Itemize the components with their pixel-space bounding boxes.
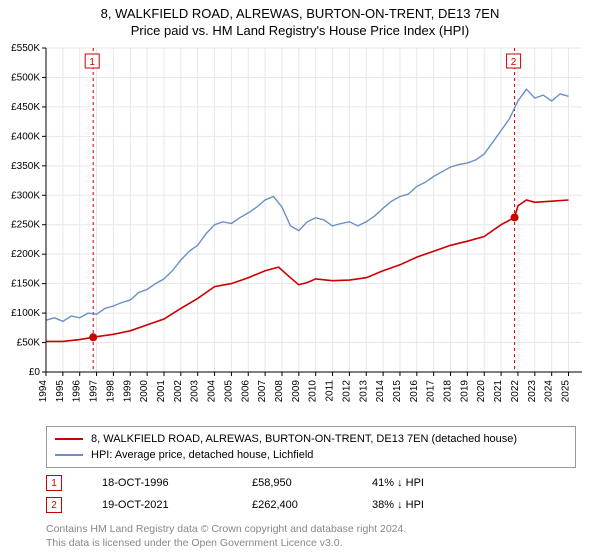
marker-pct: 38% ↓ HPI [372, 499, 424, 511]
legend: 8, WALKFIELD ROAD, ALREWAS, BURTON-ON-TR… [46, 426, 576, 468]
svg-text:1: 1 [89, 57, 95, 68]
svg-text:2000: 2000 [139, 380, 150, 403]
svg-text:2019: 2019 [459, 380, 470, 403]
svg-text:1994: 1994 [38, 380, 49, 403]
svg-text:1996: 1996 [72, 380, 83, 403]
svg-text:2024: 2024 [544, 380, 555, 403]
marker-price: £262,400 [252, 499, 332, 511]
svg-text:2004: 2004 [207, 380, 218, 403]
svg-text:£350K: £350K [11, 161, 40, 172]
svg-text:2008: 2008 [274, 380, 285, 403]
svg-text:2007: 2007 [257, 380, 268, 403]
svg-text:£200K: £200K [11, 249, 40, 260]
svg-text:2017: 2017 [426, 380, 437, 403]
svg-text:2018: 2018 [443, 380, 454, 403]
svg-text:2016: 2016 [409, 380, 420, 403]
svg-text:2021: 2021 [493, 380, 504, 403]
svg-text:£500K: £500K [11, 72, 40, 83]
legend-label: HPI: Average price, detached house, Lich… [91, 449, 313, 461]
svg-text:1997: 1997 [89, 380, 100, 403]
svg-text:£100K: £100K [11, 308, 40, 319]
svg-text:2013: 2013 [358, 380, 369, 403]
legend-label: 8, WALKFIELD ROAD, ALREWAS, BURTON-ON-TR… [91, 433, 517, 445]
chart-area: 1 2 £0 £50K £100K £150K £200K £250K £300K £350K £4… [0, 40, 600, 420]
svg-text:2002: 2002 [173, 380, 184, 403]
footnote: Contains HM Land Registry data © Crown c… [46, 522, 576, 550]
marker-row: 2 19-OCT-2021 £262,400 38% ↓ HPI [46, 494, 576, 516]
legend-item: HPI: Average price, detached house, Lich… [55, 447, 567, 463]
svg-text:£250K: £250K [11, 220, 40, 231]
footnote-line-2: This data is licensed under the Open Gov… [46, 537, 343, 549]
marker-table: 1 18-OCT-1996 £58,950 41% ↓ HPI 2 19-OCT-2021… [46, 472, 576, 516]
svg-text:£150K: £150K [11, 279, 40, 290]
svg-text:2: 2 [511, 57, 517, 68]
svg-text:2011: 2011 [325, 380, 336, 402]
legend-item: 8, WALKFIELD ROAD, ALREWAS, BURTON-ON-TR… [55, 431, 567, 447]
footnote-line-1: Contains HM Land Registry data © Crown c… [46, 523, 406, 535]
svg-text:2014: 2014 [375, 380, 386, 403]
svg-text:£550K: £550K [11, 43, 40, 54]
legend-swatch [55, 438, 83, 440]
svg-text:£0: £0 [29, 367, 41, 378]
svg-text:1998: 1998 [105, 380, 116, 403]
svg-text:£300K: £300K [11, 190, 40, 201]
svg-text:2001: 2001 [156, 380, 167, 403]
chart-subtitle: Price paid vs. HM Land Registry's House … [10, 23, 590, 38]
marker-date: 18-OCT-1996 [102, 477, 212, 489]
svg-text:1999: 1999 [122, 380, 133, 403]
svg-text:2003: 2003 [190, 380, 201, 403]
svg-text:£50K: £50K [17, 338, 41, 349]
svg-text:2005: 2005 [223, 380, 234, 403]
marker-pct: 41% ↓ HPI [372, 477, 424, 489]
svg-text:2015: 2015 [392, 380, 403, 403]
svg-text:2022: 2022 [510, 380, 521, 403]
svg-text:1995: 1995 [55, 380, 66, 403]
svg-text:£400K: £400K [11, 131, 40, 142]
svg-text:£450K: £450K [11, 102, 40, 113]
marker-row: 1 18-OCT-1996 £58,950 41% ↓ HPI [46, 472, 576, 494]
svg-text:2020: 2020 [476, 380, 487, 403]
svg-text:2006: 2006 [240, 380, 251, 403]
marker-date: 19-OCT-2021 [102, 499, 212, 511]
svg-text:2023: 2023 [527, 380, 538, 403]
marker-badge: 1 [46, 475, 62, 491]
legend-swatch [55, 454, 83, 456]
svg-text:2025: 2025 [561, 380, 572, 403]
svg-text:2012: 2012 [341, 380, 352, 403]
marker-badge: 2 [46, 497, 62, 513]
marker-price: £58,950 [252, 477, 332, 489]
chart-title: 8, WALKFIELD ROAD, ALREWAS, BURTON-ON-TR… [10, 6, 590, 21]
svg-text:2009: 2009 [291, 380, 302, 403]
svg-text:2010: 2010 [308, 380, 319, 403]
